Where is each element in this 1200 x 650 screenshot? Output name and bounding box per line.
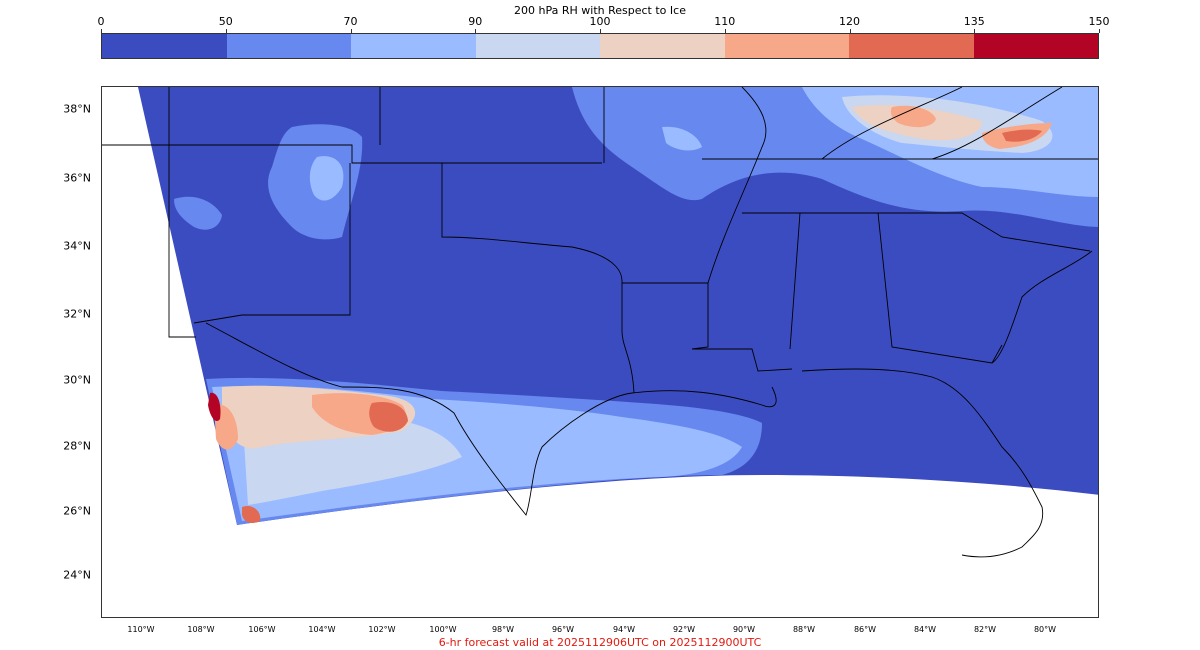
colorbar-tick-mark <box>101 29 102 33</box>
forecast-valid-footer: 6-hr forecast valid at 2025112906UTC on … <box>438 636 762 649</box>
lat-label: 34°N <box>63 239 91 253</box>
lat-label: 36°N <box>63 171 91 185</box>
colorbar-tick-mark <box>350 29 352 33</box>
colorbar-tick-mark <box>849 29 851 33</box>
colorbar-tick-label: 110 <box>714 15 736 28</box>
map-panel <box>101 86 1099 618</box>
state-boundaries <box>102 87 1098 558</box>
lon-label: 104°W <box>308 625 336 634</box>
lon-label: 92°W <box>672 625 696 634</box>
lat-label: 32°N <box>63 307 91 321</box>
lon-label: 110°W <box>127 625 155 634</box>
lon-label: 106°W <box>248 625 276 634</box>
rh-patch-west <box>174 196 222 230</box>
colorbar-tick-mark <box>475 29 477 33</box>
colorbar-tick-label: 100 <box>589 15 611 28</box>
colorbar-segment <box>475 34 600 58</box>
colorbar-tick-mark <box>600 29 601 33</box>
lat-label: 26°N <box>63 504 91 518</box>
colorbar-tick-label: 135 <box>963 15 985 28</box>
colorbar-segment <box>724 34 849 58</box>
lon-label: 88°W <box>792 625 816 634</box>
rh-high-north-2 <box>890 105 936 128</box>
lon-label: 82°W <box>973 625 997 634</box>
map-svg <box>102 87 1098 558</box>
colorbar-tick-label: 50 <box>218 15 233 28</box>
colorbar-tick-mark <box>225 29 227 33</box>
lat-label: 24°N <box>63 568 91 582</box>
colorbar-tick-mark <box>724 29 726 33</box>
lon-label: 80°W <box>1033 625 1057 634</box>
lat-label: 30°N <box>63 373 91 387</box>
lon-label: 84°W <box>913 625 937 634</box>
colorbar-tick-mark <box>1099 29 1100 33</box>
colorbar-segment <box>973 34 1098 58</box>
colorbar-tick-mark <box>974 29 976 33</box>
lon-label: 102°W <box>368 625 396 634</box>
colorbar-tick-label: 0 <box>97 15 105 28</box>
colorbar <box>101 33 1099 59</box>
colorbar-segment <box>600 34 725 58</box>
colorbar-tick-label: 70 <box>343 15 358 28</box>
lon-label: 94°W <box>612 625 636 634</box>
rh-patch-nm-inner <box>309 156 344 201</box>
lat-label: 28°N <box>63 439 91 453</box>
lon-label: 98°W <box>491 625 515 634</box>
colorbar-tick-label: 150 <box>1088 15 1110 28</box>
colorbar-segment <box>849 34 974 58</box>
colorbar-segment <box>351 34 476 58</box>
lon-label: 108°W <box>187 625 215 634</box>
lon-label: 90°W <box>732 625 756 634</box>
colorbar-title: 200 hPa RH with Respect to Ice <box>514 4 686 17</box>
rh-high-3 <box>369 401 408 432</box>
rh-max-ky <box>1002 129 1042 142</box>
rh-max-west <box>208 392 221 422</box>
lat-label: 38°N <box>63 102 91 116</box>
colorbar-segment <box>102 34 227 58</box>
lon-label: 96°W <box>551 625 575 634</box>
lon-label: 86°W <box>853 625 877 634</box>
rh-high-south-tip <box>242 505 261 523</box>
colorbar-segment <box>226 34 351 58</box>
rh-patch-ar-inner <box>662 126 702 151</box>
colorbar-tick-label: 120 <box>839 15 860 28</box>
colorbar-tick-label: 90 <box>468 15 483 28</box>
lon-label: 100°W <box>429 625 457 634</box>
